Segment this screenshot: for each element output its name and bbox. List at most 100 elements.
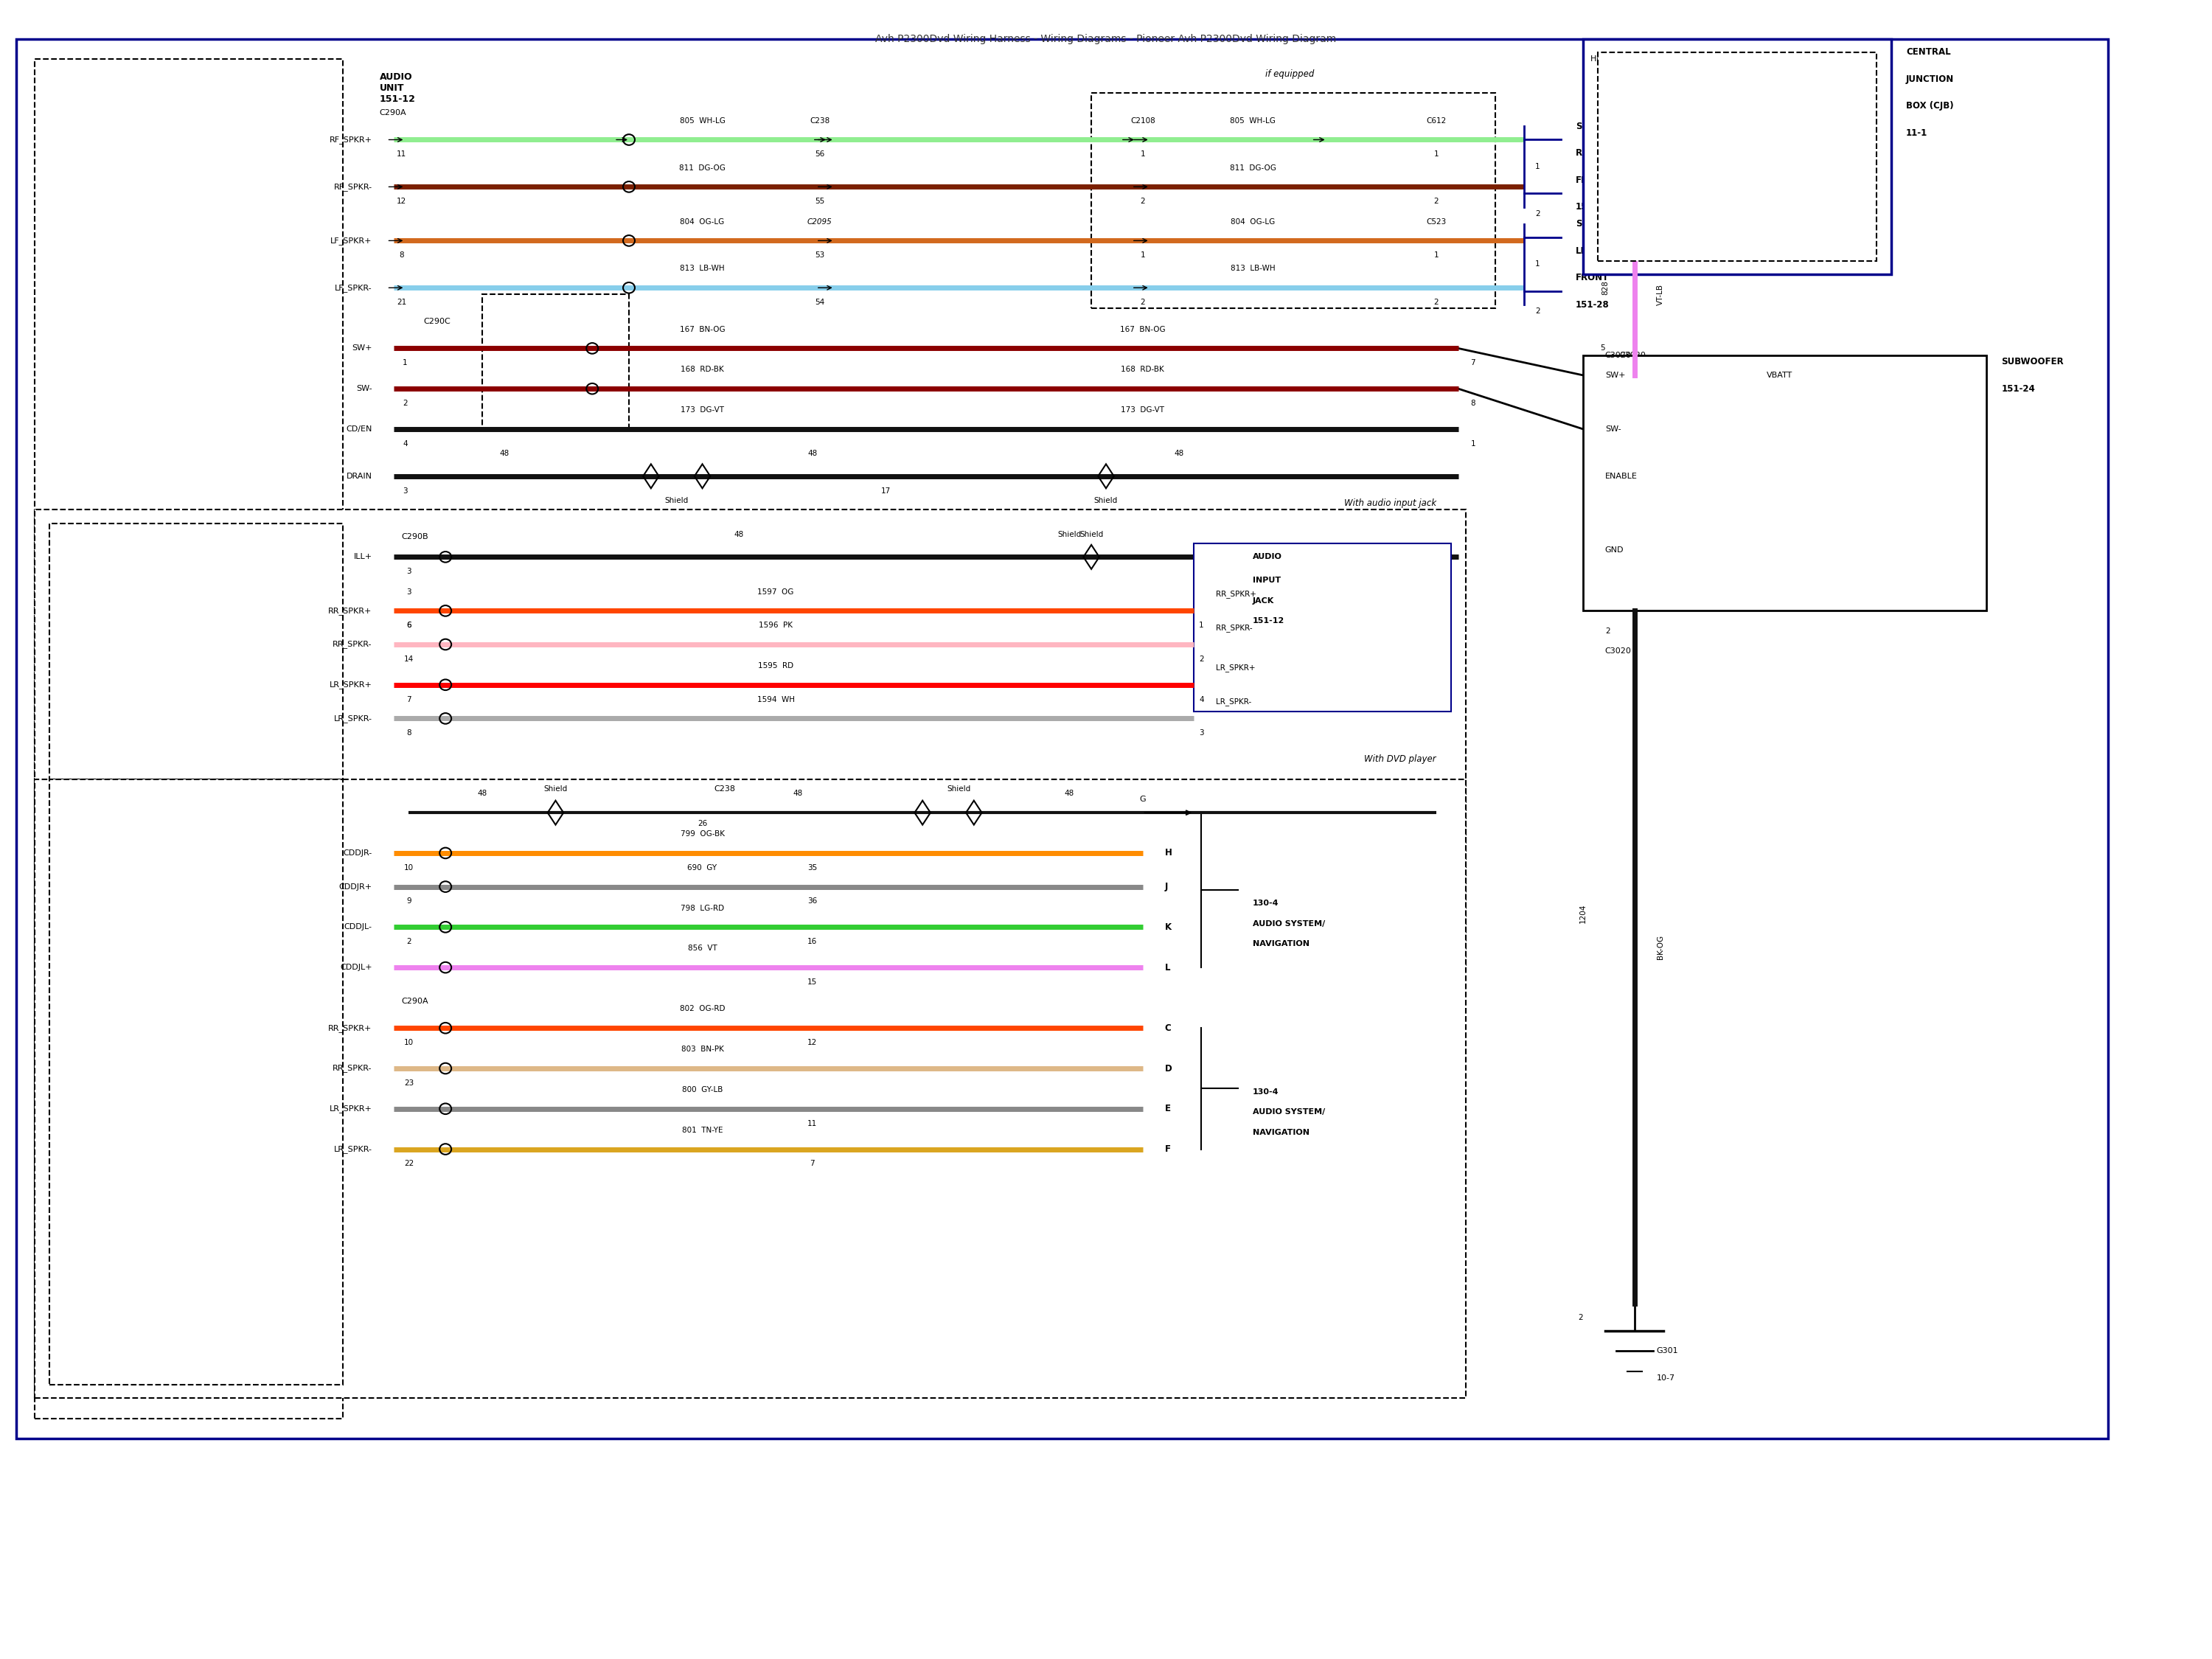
- Text: 48: 48: [734, 531, 743, 538]
- FancyBboxPatch shape: [482, 295, 628, 430]
- Text: 48: 48: [1175, 450, 1183, 458]
- Text: LEFT: LEFT: [1575, 246, 1599, 255]
- Text: Shield: Shield: [1057, 531, 1082, 538]
- Text: SW+: SW+: [1606, 372, 1626, 378]
- Text: 2: 2: [1577, 1314, 1584, 1321]
- Text: C2095: C2095: [807, 217, 832, 226]
- FancyBboxPatch shape: [1091, 93, 1495, 309]
- Text: FRONT: FRONT: [1575, 176, 1608, 184]
- Text: Shield: Shield: [1079, 531, 1104, 538]
- Text: CDDJR+: CDDJR+: [338, 883, 372, 891]
- FancyBboxPatch shape: [1584, 38, 1891, 274]
- Text: 805  WH-LG: 805 WH-LG: [1230, 118, 1276, 124]
- Text: 798  LG-RD: 798 LG-RD: [681, 904, 723, 912]
- Text: With audio input jack: With audio input jack: [1345, 498, 1436, 508]
- Text: VBATT: VBATT: [1767, 372, 1792, 378]
- Text: 130-4: 130-4: [1252, 1088, 1279, 1095]
- Text: SW-: SW-: [1606, 425, 1621, 433]
- Text: RR_SPKR-: RR_SPKR-: [1217, 624, 1252, 632]
- Text: F38: F38: [1650, 134, 1666, 144]
- Text: 2: 2: [1433, 197, 1438, 206]
- Text: 10-7: 10-7: [1657, 1374, 1674, 1382]
- Text: 48: 48: [1064, 790, 1075, 798]
- Text: 6: 6: [407, 622, 411, 629]
- Text: 1204: 1204: [1579, 904, 1586, 924]
- Text: 12: 12: [807, 1039, 816, 1047]
- Text: K: K: [1166, 922, 1172, 932]
- Text: H: H: [1166, 848, 1172, 858]
- Text: 1: 1: [1535, 163, 1540, 171]
- Text: 167  BN-OG: 167 BN-OG: [679, 325, 726, 333]
- Text: C2108: C2108: [1130, 118, 1155, 124]
- Text: 811  DG-OG: 811 DG-OG: [679, 164, 726, 171]
- Text: RF_SPKR+: RF_SPKR+: [330, 136, 372, 144]
- Text: 799  OG-BK: 799 OG-BK: [681, 831, 726, 838]
- Text: 26: 26: [697, 820, 708, 828]
- Text: NAVIGATION: NAVIGATION: [1252, 1128, 1310, 1136]
- Text: SUBWOOFER: SUBWOOFER: [2002, 357, 2064, 367]
- Text: CENTRAL: CENTRAL: [1907, 48, 1951, 56]
- Text: if equipped: if equipped: [1265, 70, 1314, 80]
- FancyBboxPatch shape: [35, 780, 1467, 1399]
- Text: 3: 3: [403, 488, 407, 494]
- Text: 804  OG-LG: 804 OG-LG: [679, 217, 726, 226]
- Text: 7: 7: [1471, 360, 1475, 367]
- Text: 2: 2: [1139, 197, 1146, 206]
- Text: LF_SPKR+: LF_SPKR+: [330, 237, 372, 244]
- Text: C290A: C290A: [400, 997, 429, 1005]
- Text: 11-1: 11-1: [1907, 128, 1927, 138]
- Text: 36: 36: [807, 898, 816, 906]
- Text: 56: 56: [814, 151, 825, 158]
- Text: BOX (CJB): BOX (CJB): [1907, 101, 1953, 111]
- Text: FRONT: FRONT: [1575, 272, 1608, 282]
- Text: 1: 1: [403, 360, 407, 367]
- Text: 2: 2: [403, 400, 407, 406]
- Text: C238: C238: [810, 118, 830, 124]
- Text: 2: 2: [407, 937, 411, 946]
- Text: LR_SPKR+: LR_SPKR+: [330, 680, 372, 688]
- Text: 168  RD-BK: 168 RD-BK: [1121, 367, 1164, 373]
- Text: RR_SPKR+: RR_SPKR+: [327, 607, 372, 615]
- Text: 173  DG-VT: 173 DG-VT: [1121, 406, 1164, 413]
- Text: C290C: C290C: [422, 319, 451, 325]
- Text: 1: 1: [1199, 622, 1203, 629]
- Text: Shield: Shield: [544, 785, 568, 793]
- Text: 130-4: 130-4: [1252, 899, 1279, 907]
- Text: C612: C612: [1427, 118, 1447, 124]
- Text: C523: C523: [1427, 217, 1447, 226]
- Text: C: C: [1166, 1024, 1170, 1034]
- Text: 1: 1: [1433, 151, 1438, 158]
- Text: 6: 6: [1615, 231, 1619, 237]
- Text: 167  BN-OG: 167 BN-OG: [1119, 325, 1166, 333]
- Text: 2: 2: [1139, 299, 1146, 305]
- Text: VT-LB: VT-LB: [1657, 284, 1663, 305]
- Text: 25A: 25A: [1650, 163, 1666, 171]
- Text: SW-: SW-: [356, 385, 372, 393]
- Text: 23: 23: [405, 1080, 414, 1087]
- Text: SPEAKER,: SPEAKER,: [1575, 121, 1624, 131]
- Text: 690  GY: 690 GY: [688, 864, 717, 871]
- Text: CDDJR-: CDDJR-: [343, 849, 372, 856]
- Text: 1: 1: [1139, 252, 1146, 259]
- Text: CDDJL-: CDDJL-: [345, 924, 372, 931]
- Text: 151-12: 151-12: [1252, 617, 1285, 624]
- Text: Shield: Shield: [1095, 498, 1117, 504]
- Text: RR_SPKR-: RR_SPKR-: [332, 1065, 372, 1072]
- Text: 802  OG-RD: 802 OG-RD: [679, 1005, 726, 1012]
- Text: C2362: C2362: [1201, 587, 1228, 594]
- Text: Hot at all times: Hot at all times: [1590, 55, 1652, 63]
- Text: RF_SPKR-: RF_SPKR-: [334, 182, 372, 191]
- Text: Shield: Shield: [947, 785, 971, 793]
- Text: 800  GY-LB: 800 GY-LB: [681, 1087, 723, 1093]
- Text: LR_SPKR+: LR_SPKR+: [330, 1105, 372, 1113]
- FancyBboxPatch shape: [1194, 544, 1451, 712]
- Text: C3020: C3020: [1606, 647, 1632, 655]
- Text: 48: 48: [792, 790, 803, 798]
- Text: SPEAKER,: SPEAKER,: [1575, 219, 1624, 229]
- Text: INPUT: INPUT: [1252, 577, 1281, 584]
- Text: 9: 9: [407, 898, 411, 906]
- Text: 11: 11: [396, 151, 407, 158]
- FancyBboxPatch shape: [15, 38, 2108, 1438]
- Text: 48: 48: [500, 450, 509, 458]
- Text: GND: GND: [1606, 546, 1624, 554]
